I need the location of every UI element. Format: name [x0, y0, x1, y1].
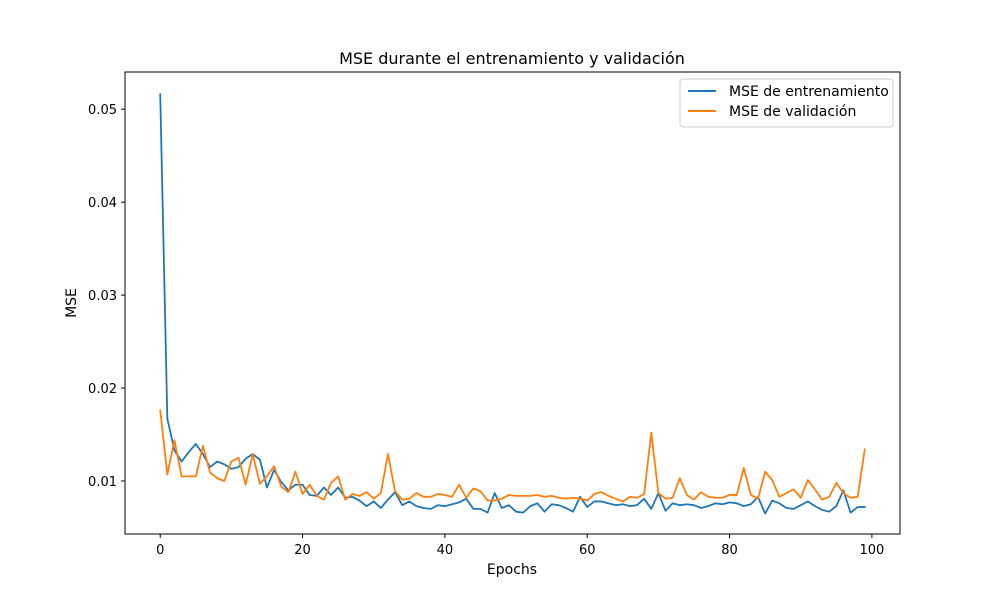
y-axis-label: MSE [64, 288, 80, 318]
y-axis: 0.01 0.02 0.03 0.04 0.05 [88, 103, 125, 490]
axes-frame [124, 71, 901, 535]
y-tick-label: 0.02 [88, 382, 117, 397]
y-tick-label: 0.01 [88, 475, 117, 490]
y-tick-label: 0.05 [88, 103, 117, 118]
x-tick-label: 20 [294, 543, 311, 558]
x-tick-label: 80 [721, 543, 738, 558]
x-tick-label: 0 [156, 543, 164, 558]
y-tick-label: 0.03 [88, 289, 117, 304]
series-layer [159, 93, 866, 515]
y-tick-label: 0.04 [88, 196, 117, 211]
x-tick-label: 60 [579, 543, 596, 558]
series-line-1 [159, 409, 866, 503]
plot-area [124, 71, 901, 535]
chart-title: MSE durante el entrenamiento y validació… [339, 49, 685, 68]
x-tick-label: 40 [437, 543, 454, 558]
x-tick-label: 100 [859, 543, 884, 558]
legend-label-validacion: MSE de validación [729, 104, 856, 120]
x-axis: 0 20 40 60 80 100 [156, 534, 884, 558]
legend: MSE de entrenamiento MSE de validación [679, 78, 894, 128]
legend-label-entrenamiento: MSE de entrenamiento [729, 84, 889, 100]
legend-box [679, 78, 894, 128]
x-axis-label: Epochs [487, 562, 537, 578]
